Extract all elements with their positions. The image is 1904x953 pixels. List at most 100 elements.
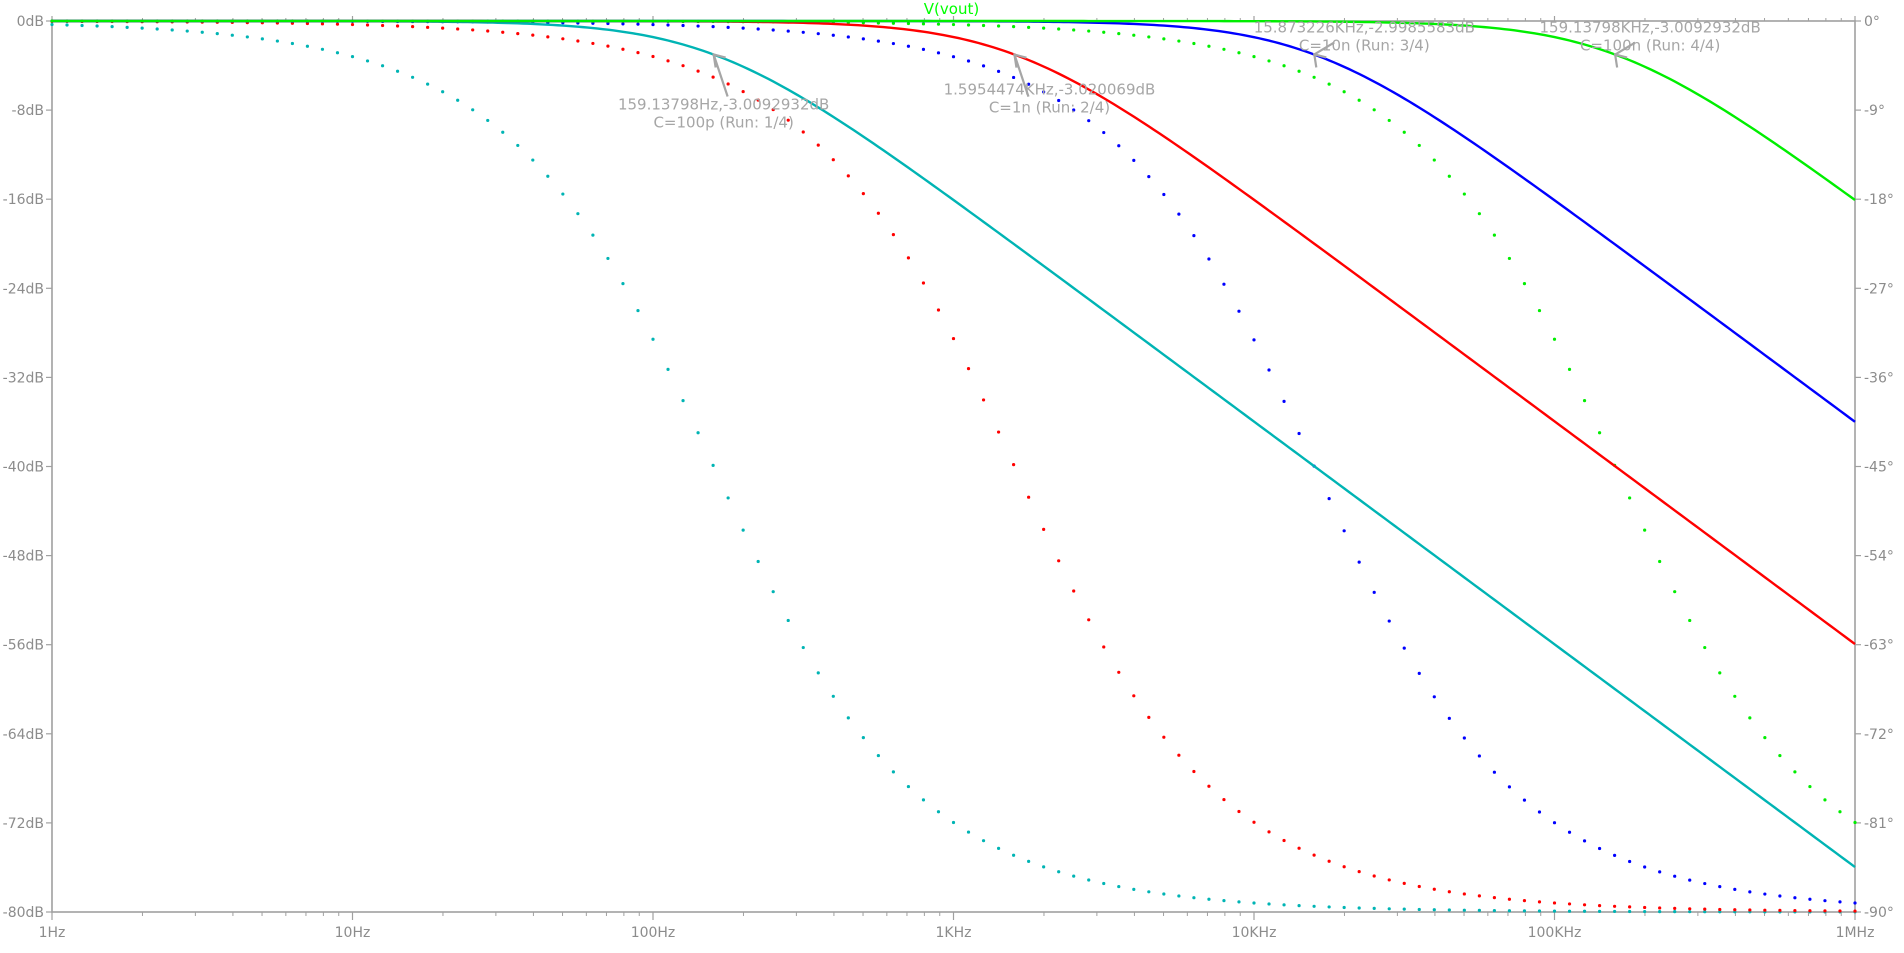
phase-dot [110,25,114,29]
phase-dot [501,30,505,34]
phase-dot [606,44,610,48]
phase-dot [846,716,850,720]
phase-dot [1417,884,1421,889]
phase-dot [1117,670,1121,674]
phase-dot [1658,559,1662,564]
phase-dot [1132,158,1136,162]
trace-title[interactable]: V(vout) [924,0,979,18]
phase-dot [230,33,234,37]
phase-dot [1522,798,1527,802]
phase-dot [185,29,189,33]
phase-dot [1733,694,1737,698]
phase-dot [1432,908,1436,912]
phase-dot [1793,908,1797,913]
magnitude-curve-run-4[interactable] [52,19,1856,201]
phase-dot [1192,896,1196,900]
y-right-tick-label: -45° [1864,460,1894,476]
phase-dot [1252,338,1256,342]
phase-curve-run-2[interactable] [50,19,1857,913]
phase-dot [1192,769,1196,774]
phase-dot [1267,368,1271,372]
x-tick-label: 1KHz [936,925,972,941]
phase-curve-run-1[interactable] [50,22,1857,914]
phase-curve-run-4[interactable] [50,19,1857,825]
phase-dot [981,23,986,28]
y-right-tick-label: -54° [1864,549,1894,565]
phase-dot [1658,906,1662,910]
phase-dot [921,47,926,51]
phase-dot [906,256,911,260]
y-left-tick-label: -56dB [3,638,44,654]
phase-dot [1688,878,1692,882]
phase-dot [456,98,460,102]
phase-dot [1673,910,1677,914]
phase-dot [290,41,294,46]
phase-dot [1763,892,1767,896]
phase-dot [726,82,730,86]
phase-dot [861,736,865,740]
phase-dot [1462,192,1466,196]
phase-dot [1087,119,1091,123]
phase-dot [951,820,956,825]
phase-dot [1808,784,1812,789]
phase-dot [1372,590,1376,594]
phase-dot [516,32,520,36]
phase-dot [1763,736,1767,740]
phase-dot [1597,903,1602,908]
phase-dot [621,282,625,286]
annotation-arrow [1614,41,1636,56]
phase-dot [1402,646,1406,650]
phase-dot [1102,130,1106,135]
annotation-arrow [1013,54,1030,97]
phase-dot [606,256,610,261]
phase-dot [1237,809,1241,814]
phase-dot [350,55,355,59]
phase-dot [756,559,760,564]
phase-dot [1613,909,1617,914]
y-left-tick-label: -64dB [3,727,44,743]
phase-dot [1522,909,1527,913]
phase-dot [155,27,159,31]
phase-dot [921,281,926,285]
phase-dot [1372,108,1376,112]
phase-dot [1072,28,1076,32]
phase-dot [1297,431,1301,436]
phase-dot [1237,309,1241,313]
phase-dot [621,47,625,51]
phase-dot [1507,897,1512,901]
phase-dot [1447,890,1451,894]
phase-dot [1387,907,1391,911]
phase-dot [531,158,535,162]
phase-dot [891,41,896,46]
phase-dot [816,143,820,147]
phase-dot [981,64,986,68]
annotation-run-label: C=1n (Run: 2/4) [989,99,1110,117]
phase-dot [861,192,865,196]
phase-curves [50,19,1857,914]
phase-dot [1688,618,1692,623]
phase-dot [1628,905,1632,909]
phase-dot [771,590,775,594]
phase-dot [1447,174,1451,178]
phase-dot [1102,881,1106,886]
phase-dot [831,158,835,162]
phase-dot [1552,821,1557,825]
phase-dot [1282,64,1286,68]
magnitude-curve-run-2[interactable] [52,19,1856,646]
phase-dot [125,25,129,29]
phase-dot [215,32,219,36]
phase-dot [1177,39,1181,43]
phase-curve-run-3[interactable] [50,19,1857,905]
phase-dot [726,25,730,29]
phase-dot [1688,910,1692,914]
annotation-arrowhead [1013,53,1027,68]
phase-dot [651,54,655,59]
annotation-value: 159.13798Hz,-3.0092932dB [618,96,829,114]
y-right-tick-label: -18° [1864,192,1894,208]
annotation-arrowhead [1613,53,1628,68]
